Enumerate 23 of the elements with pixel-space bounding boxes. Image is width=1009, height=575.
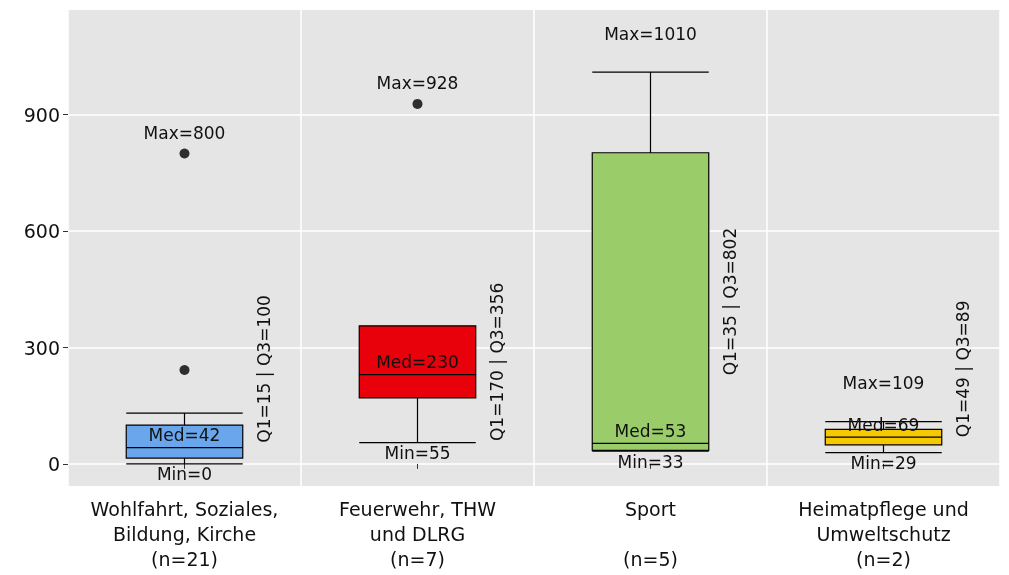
x-tick-label: Heimatpflege und Umweltschutz (n=2) bbox=[798, 497, 969, 570]
annotation: Min=33 bbox=[617, 451, 684, 472]
y-tick-label: 0 bbox=[47, 452, 60, 475]
annotation: Q1=15 | Q3=100 bbox=[253, 295, 274, 443]
annotation: Med=42 bbox=[148, 425, 221, 446]
annotation: Max=1010 bbox=[604, 23, 697, 44]
y-tick-label: 900 bbox=[23, 103, 60, 126]
annotation: Min=29 bbox=[850, 453, 917, 474]
annotation: Med=53 bbox=[614, 420, 687, 441]
y-tick-label: 300 bbox=[23, 336, 60, 359]
annotation: Q1=35 | Q3=802 bbox=[719, 227, 740, 376]
x-tick-label: Feuerwehr, THW und DLRG (n=7) bbox=[339, 497, 497, 570]
annotation: Q1=170 | Q3=356 bbox=[486, 282, 507, 442]
annotation: Max=800 bbox=[143, 123, 226, 144]
x-tick-label: Wohlfahrt, Soziales, Bildung, Kirche (n=21) bbox=[90, 497, 279, 570]
annotation: Q1=49 | Q3=89 bbox=[952, 300, 973, 438]
annotation: Min=55 bbox=[384, 443, 451, 464]
category-label: Sport (n=5) bbox=[623, 497, 678, 570]
y-tick-label: 600 bbox=[23, 220, 60, 243]
annotation: Min=0 bbox=[156, 464, 213, 485]
annotation: Med=230 bbox=[376, 352, 459, 373]
annotation: Max=928 bbox=[376, 73, 459, 94]
annotation: Max=109 bbox=[842, 373, 925, 394]
